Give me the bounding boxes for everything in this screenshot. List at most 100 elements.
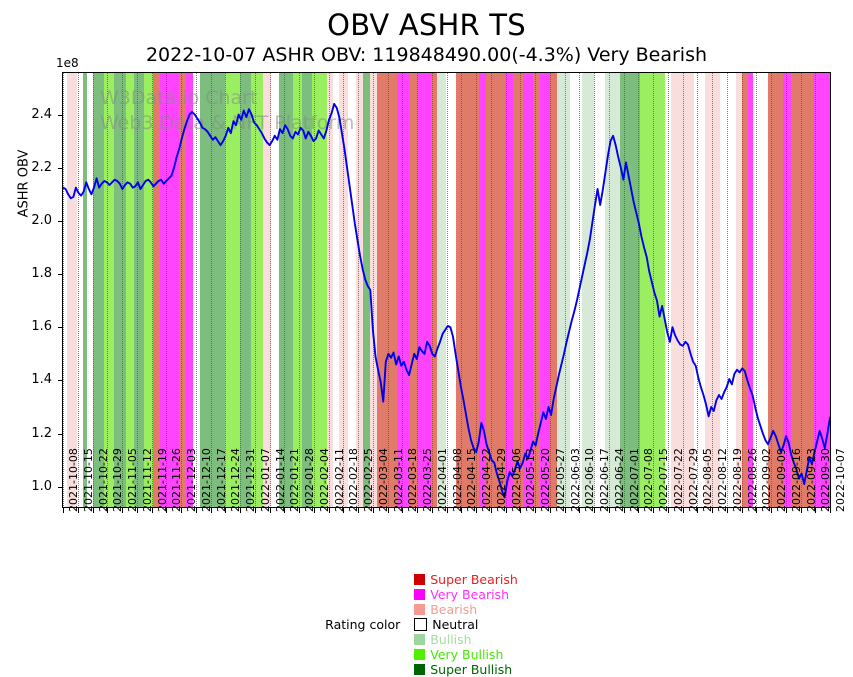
- rating-band: [62, 72, 67, 508]
- rating-band: [82, 72, 88, 508]
- rating-band: [791, 72, 813, 508]
- x-tick-label: 2021-10-15: [81, 448, 95, 512]
- x-tick-label: 2022-06-17: [598, 448, 611, 512]
- y-tick-label: 1.6: [31, 319, 52, 335]
- x-tick-label: 2022-09-09: [775, 448, 788, 512]
- legend-item[interactable]: Neutral: [414, 617, 518, 632]
- rating-band: [431, 72, 438, 508]
- gridline-vertical: [505, 72, 507, 508]
- legend-item[interactable]: Bullish: [414, 632, 518, 647]
- gridline-vertical: [549, 72, 551, 508]
- x-tick-label: 2021-11-05: [126, 448, 139, 512]
- x-tick-label: 2022-03-25: [421, 448, 434, 512]
- x-tick-mark: [623, 508, 625, 513]
- gridline-vertical: [358, 72, 359, 508]
- legend-item[interactable]: Super Bearish: [414, 572, 518, 587]
- rating-band: [549, 72, 558, 508]
- legend-swatch: [414, 648, 426, 660]
- x-tick-mark: [358, 508, 359, 513]
- gridline-vertical: [520, 72, 522, 508]
- x-tick-label: 2022-02-04: [317, 448, 331, 512]
- rating-band: [735, 72, 742, 508]
- y-tick-mark: [58, 114, 62, 116]
- x-tick-label: 2021-12-10: [199, 448, 213, 512]
- x-tick-mark: [299, 508, 300, 513]
- gridline-vertical: [726, 72, 728, 508]
- gridline-vertical: [195, 72, 197, 508]
- x-tick-label: 2022-07-22: [671, 448, 685, 512]
- y-tick-mark: [58, 220, 62, 222]
- rating-band: [747, 72, 753, 508]
- gridline-vertical: [815, 72, 817, 508]
- x-tick-mark: [417, 508, 418, 513]
- gridline-vertical: [269, 72, 271, 508]
- gridline-vertical: [712, 72, 713, 508]
- gridline-vertical: [151, 72, 153, 508]
- gridline-vertical: [638, 72, 640, 508]
- x-tick-label: 2022-05-27: [553, 448, 567, 512]
- legend-item[interactable]: Super Bullish: [414, 662, 518, 677]
- x-tick-mark: [63, 508, 64, 513]
- x-tick-label: 2022-08-19: [730, 448, 744, 512]
- legend-item[interactable]: Bearish: [414, 602, 518, 617]
- x-tick-label: 2022-09-23: [804, 448, 818, 512]
- x-tick-label: 2021-11-12: [140, 448, 154, 512]
- rating-band: [125, 72, 135, 508]
- x-tick-mark: [771, 508, 772, 513]
- y-tick-mark: [58, 486, 62, 488]
- legend-label: Bearish: [430, 601, 478, 617]
- gridline-vertical: [697, 72, 699, 508]
- rating-band: [355, 72, 364, 508]
- rating-band: [87, 72, 93, 508]
- rating-band: [694, 72, 705, 508]
- gridline-vertical: [800, 72, 802, 508]
- x-tick-mark: [638, 508, 640, 513]
- x-tick-label: 2021-10-22: [96, 448, 110, 512]
- rating-band: [741, 72, 748, 508]
- gridline-vertical: [594, 72, 595, 508]
- rating-band: [620, 72, 641, 508]
- gridline-vertical: [476, 72, 477, 508]
- axis-spine-right: [830, 72, 831, 508]
- rating-band: [251, 72, 264, 508]
- gridline-vertical: [372, 72, 374, 508]
- rating-band: [512, 72, 524, 508]
- x-tick-mark: [284, 508, 286, 513]
- legend-swatch: [414, 617, 428, 631]
- y-tick-mark: [58, 167, 62, 169]
- gridline-vertical: [785, 72, 787, 508]
- gridline-vertical: [756, 72, 758, 508]
- gridline-vertical: [181, 72, 182, 508]
- x-tick-label: 2022-07-29: [686, 448, 700, 512]
- x-tick-label: 2022-03-04: [376, 448, 390, 512]
- gridline-vertical: [682, 72, 684, 508]
- x-tick-mark: [181, 508, 182, 513]
- x-tick-label: 2022-07-15: [657, 448, 670, 512]
- y-tick-label: 1.0: [31, 478, 52, 494]
- x-tick-label: 2022-06-03: [568, 448, 582, 512]
- legend-swatch: [414, 603, 426, 615]
- gridline-vertical: [136, 72, 138, 508]
- rating-band: [92, 72, 105, 508]
- x-tick-label: 2021-10-08: [67, 448, 80, 512]
- gridline-vertical: [417, 72, 418, 508]
- legend-item[interactable]: Very Bullish: [414, 647, 518, 662]
- gridline-vertical: [535, 72, 536, 508]
- gridline-vertical: [210, 72, 212, 508]
- x-tick-mark: [195, 508, 197, 513]
- x-tick-label: 2021-12-31: [244, 448, 257, 512]
- rating-band: [557, 72, 570, 508]
- x-tick-mark: [682, 508, 684, 513]
- x-tick-mark: [240, 508, 241, 513]
- gridline-vertical: [328, 72, 330, 508]
- x-tick-mark: [210, 508, 212, 513]
- axis-spine-left: [62, 72, 63, 508]
- x-tick-mark: [535, 508, 536, 513]
- x-tick-mark: [387, 508, 389, 513]
- x-tick-label: 2022-09-30: [819, 448, 833, 512]
- y-axis-offset-text: 1e8: [56, 56, 79, 70]
- rating-band: [292, 72, 302, 508]
- x-tick-mark: [653, 508, 654, 513]
- x-tick-mark: [77, 508, 79, 513]
- legend-item[interactable]: Very Bearish: [414, 587, 518, 602]
